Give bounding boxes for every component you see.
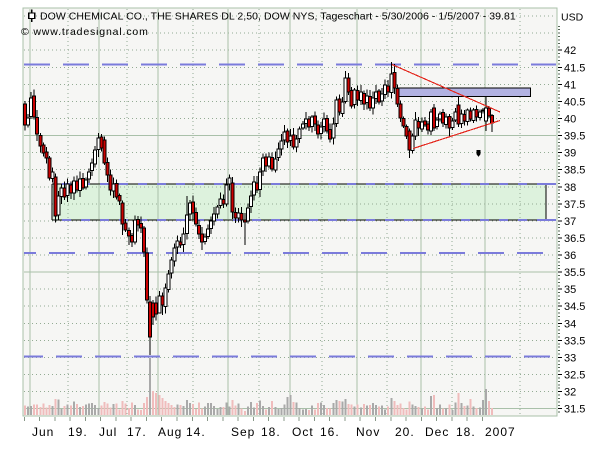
svg-text:32: 32 (564, 387, 576, 399)
svg-text:39: 39 (564, 148, 576, 160)
svg-text:Sep: Sep (231, 425, 255, 439)
svg-text:Dec: Dec (425, 425, 449, 439)
svg-text:18.: 18. (261, 425, 281, 439)
svg-text:37: 37 (564, 216, 576, 228)
svg-text:42: 42 (564, 45, 576, 57)
svg-text:34: 34 (564, 318, 576, 330)
svg-text:41.5: 41.5 (564, 62, 585, 74)
svg-text:14.: 14. (186, 425, 206, 439)
svg-text:Nov: Nov (356, 425, 380, 439)
svg-text:40: 40 (564, 114, 576, 126)
svg-text:2007: 2007 (485, 425, 516, 439)
svg-text:40.5: 40.5 (564, 96, 585, 108)
svg-text:Jun: Jun (32, 425, 54, 439)
svg-text:33.5: 33.5 (564, 335, 585, 347)
svg-text:37.5: 37.5 (564, 199, 585, 211)
svg-text:Aug: Aug (158, 425, 182, 439)
svg-text:38: 38 (564, 182, 576, 194)
svg-text:32.5: 32.5 (564, 370, 585, 382)
svg-text:31.5: 31.5 (564, 404, 585, 416)
svg-text:© www.tradesignal.com: © www.tradesignal.com (21, 26, 149, 38)
svg-text:Oct: Oct (292, 425, 314, 439)
svg-text:39.5: 39.5 (564, 131, 585, 143)
svg-text:20.: 20. (395, 425, 415, 439)
svg-text:36: 36 (564, 250, 576, 262)
svg-text:17.: 17. (127, 425, 147, 439)
svg-text:34.5: 34.5 (564, 301, 585, 313)
svg-text:18.: 18. (456, 425, 476, 439)
svg-text:DOW CHEMICAL CO., THE SHARES D: DOW CHEMICAL CO., THE SHARES DL 2,50, DO… (40, 11, 516, 23)
svg-text:38.5: 38.5 (564, 165, 585, 177)
svg-text:USD: USD (561, 12, 584, 24)
svg-text:19.: 19. (68, 425, 88, 439)
svg-text:35.5: 35.5 (564, 267, 585, 279)
svg-text:36.5: 36.5 (564, 233, 585, 245)
svg-text:Jul: Jul (99, 425, 117, 439)
svg-text:41: 41 (564, 79, 576, 91)
svg-text:35: 35 (564, 284, 576, 296)
svg-text:33: 33 (564, 353, 576, 365)
svg-text:16.: 16. (320, 425, 340, 439)
